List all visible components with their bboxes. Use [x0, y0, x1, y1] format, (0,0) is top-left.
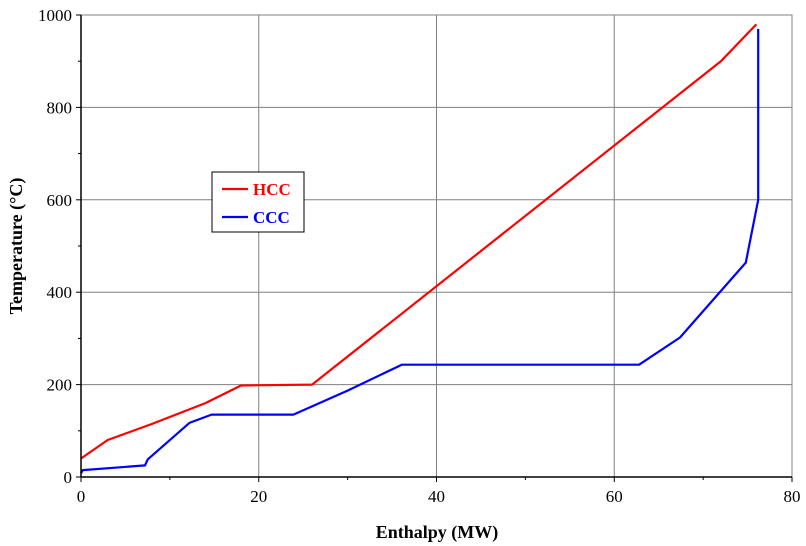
y-tick-label: 800	[47, 98, 73, 117]
y-tick-label: 200	[47, 376, 73, 395]
legend: HCC CCC	[211, 171, 305, 233]
legend-box	[211, 171, 305, 233]
x-tick-label: 20	[250, 487, 267, 506]
series-line-ccc	[80, 28, 760, 474]
series-line-hcc	[80, 23, 758, 460]
x-tick-label: 80	[784, 487, 801, 506]
legend-label-hcc: HCC	[253, 180, 291, 199]
y-tick-label: 400	[47, 283, 73, 302]
y-axis-title: Temperature (°C)	[6, 178, 27, 315]
legend-label-ccc: CCC	[253, 208, 290, 227]
y-tick-label: 1000	[38, 6, 72, 25]
y-tick-label: 0	[64, 468, 73, 487]
x-axis-title: Enthalpy (MW)	[376, 522, 499, 543]
x-tick-label: 40	[428, 487, 445, 506]
grid	[80, 14, 793, 478]
x-tick-label: 0	[77, 487, 86, 506]
y-tick-label: 600	[47, 191, 73, 210]
series-layer	[80, 23, 760, 474]
x-tick-label: 60	[606, 487, 623, 506]
